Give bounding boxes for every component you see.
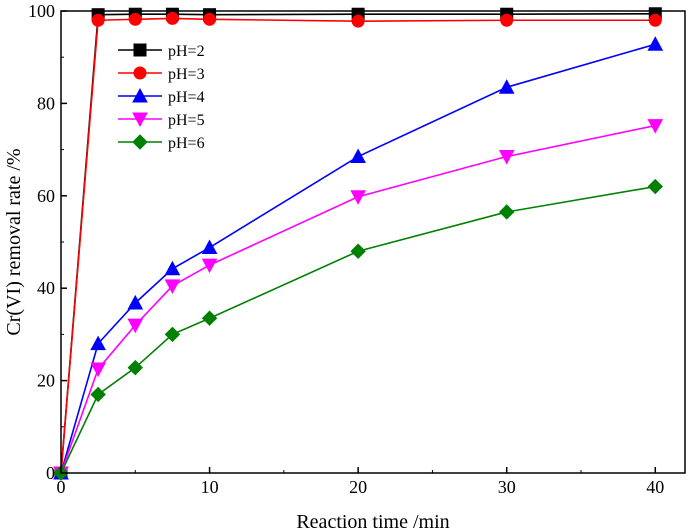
x-tick-label: 10 (201, 477, 219, 497)
data-point (203, 12, 217, 26)
legend-item: pH=4 (118, 87, 205, 106)
data-point (164, 326, 181, 343)
data-point (499, 204, 515, 220)
legend-item: pH=3 (118, 66, 205, 83)
data-point (127, 294, 144, 310)
legend-item: pH=6 (118, 134, 205, 152)
legend-label: pH=3 (168, 66, 205, 83)
data-point (498, 150, 515, 165)
data-point (201, 239, 218, 255)
data-point (127, 318, 144, 334)
data-point (648, 13, 662, 27)
data-point (164, 260, 181, 276)
data-point (164, 279, 181, 294)
data-point (90, 335, 106, 351)
series-ph-2 (54, 7, 662, 480)
data-point (350, 243, 366, 259)
data-point (647, 36, 664, 51)
y-tick-label: 80 (37, 93, 55, 113)
y-tick-label: 0 (46, 463, 55, 483)
y-tick-label: 40 (37, 278, 55, 298)
legend-marker (132, 87, 148, 103)
legend-marker (132, 134, 148, 150)
data-point (127, 359, 143, 376)
series-line (60, 43, 656, 474)
series-ph-5 (53, 119, 664, 482)
legend-item: pH=2 (118, 43, 205, 60)
data-point (350, 148, 366, 164)
data-point (90, 386, 106, 403)
data-point (91, 13, 105, 27)
data-point (165, 11, 179, 25)
legend-label: pH=6 (168, 135, 205, 152)
legend-label: pH=4 (168, 89, 205, 106)
series-line (60, 185, 656, 474)
x-tick-label: 20 (349, 477, 367, 497)
data-point (351, 14, 365, 28)
y-tick-label: 20 (37, 371, 55, 391)
legend-marker (132, 112, 148, 128)
legend: pH=2 pH=3 pH=4 pH=5 pH=6 (118, 43, 205, 152)
y-tick-label: 60 (37, 186, 55, 206)
data-point (498, 79, 515, 94)
data-point (128, 12, 142, 26)
x-axis-title: Reaction time /min (296, 511, 449, 531)
data-point (350, 190, 366, 205)
data-point (201, 310, 218, 326)
y-tick-label: 100 (28, 1, 55, 21)
data-point (647, 119, 664, 134)
x-tick-label: 40 (646, 477, 664, 497)
legend-marker (133, 66, 147, 80)
series-layer (53, 7, 664, 482)
series-line (60, 12, 656, 474)
axis-ticks: 0 10 20 30 40 0 20 40 60 80 100 (28, 1, 664, 497)
plot-frame (60, 10, 686, 474)
y-axis-title: Cr(VI) removal rate /% (3, 148, 25, 335)
series-ph-6 (53, 178, 663, 481)
x-tick-label: 0 (57, 477, 66, 497)
x-tick-label: 30 (498, 477, 516, 497)
data-point (647, 178, 663, 195)
data-point (201, 258, 218, 274)
legend-marker (133, 43, 147, 57)
legend-label: pH=5 (168, 112, 205, 129)
legend-label: pH=2 (168, 43, 205, 60)
series-line (60, 124, 656, 474)
data-point (90, 362, 106, 378)
data-point (500, 13, 514, 27)
legend-item: pH=5 (118, 112, 205, 129)
